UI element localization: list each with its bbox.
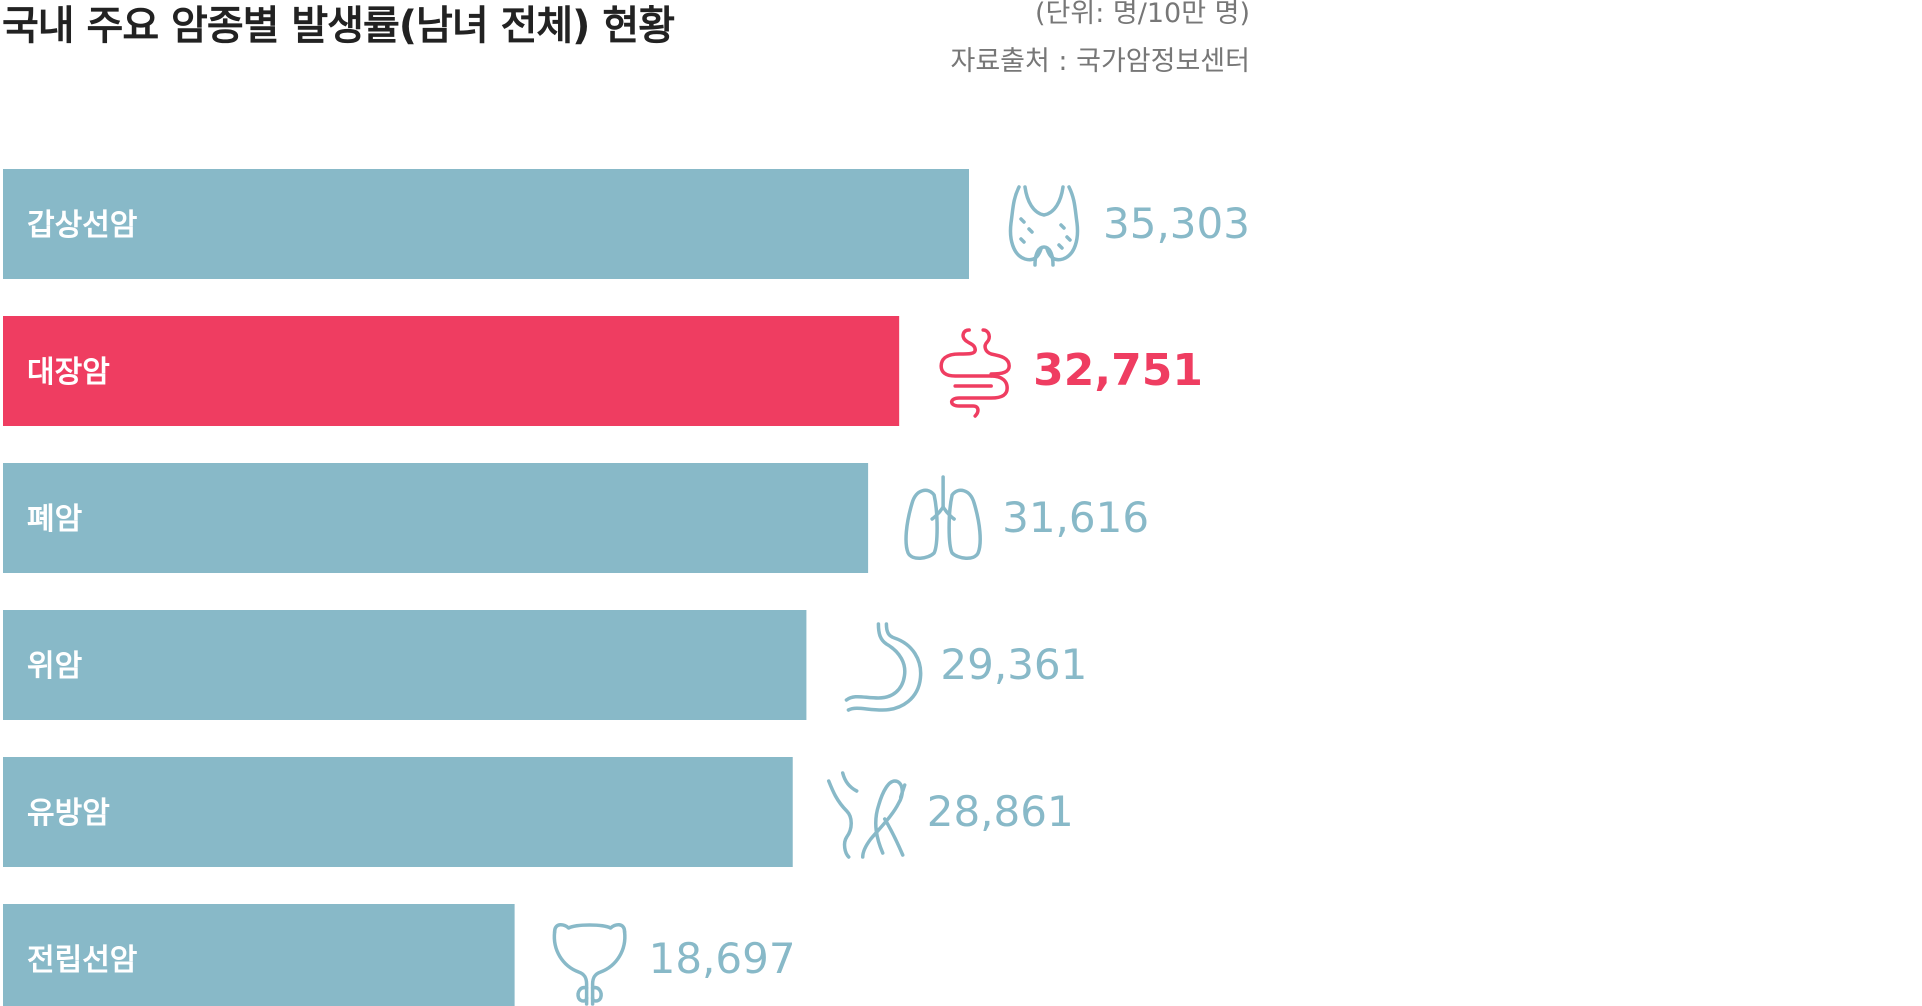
category-label: 유방암 [27, 796, 110, 831]
value-label: 31,616 [1002, 493, 1149, 542]
value-label: 29,361 [940, 640, 1087, 689]
bar [3, 169, 969, 279]
value-label: 28,861 [927, 787, 1074, 836]
prostate-icon [552, 923, 627, 1006]
bar-group-4: 유방암 28,861 [3, 757, 1074, 867]
bar-group-2: 폐암 31,616 [3, 463, 1149, 573]
bar [3, 316, 900, 426]
lungs-icon [904, 475, 982, 560]
chart-title: 국내 주요 암종별 발생률(남녀 전체) 현황 [2, 3, 675, 49]
category-label: 폐암 [27, 502, 83, 537]
bar [3, 904, 515, 1006]
value-label: 32,751 [1033, 345, 1203, 396]
thyroid-icon [1008, 185, 1080, 267]
bar [3, 610, 807, 720]
value-label: 35,303 [1103, 199, 1250, 248]
category-label: 대장암 [27, 355, 110, 390]
source-note: 자료출처 : 국가암정보센터 [950, 46, 1250, 77]
bar-group-3: 위암 29,361 [3, 610, 1087, 720]
bar [3, 463, 869, 573]
bar [3, 757, 793, 867]
category-label: 전립선암 [27, 943, 138, 978]
value-label: 18,697 [649, 934, 796, 983]
unit-note: (단위: 명/10만 명) [1035, 0, 1250, 29]
category-label: 위암 [27, 649, 83, 684]
bar-group-5: 전립선암 18,697 [3, 904, 796, 1006]
bar-group-1: 대장암 32,751 [3, 316, 1203, 426]
bar-group-0: 갑상선암 35,303 [3, 169, 1250, 279]
intestine-icon [939, 328, 1011, 418]
stomach-icon [844, 622, 923, 712]
breast-icon [826, 771, 907, 859]
category-label: 갑상선암 [27, 208, 138, 243]
